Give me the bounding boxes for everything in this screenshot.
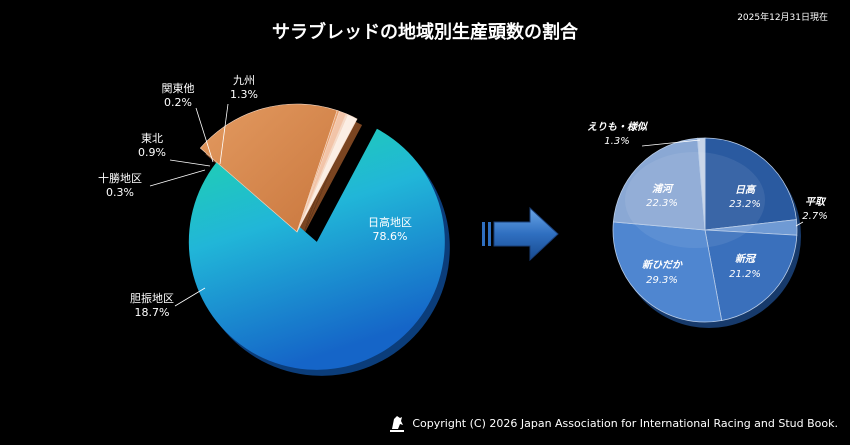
small-slice-value-2: 21.2% <box>729 269 761 280</box>
big-leader-line-5 <box>219 103 229 165</box>
big-pie-slice-shadow-5 <box>302 120 363 238</box>
small-slice-label-0: 日高 <box>735 184 757 196</box>
date-note: 2025年12月31日現在 <box>737 13 828 23</box>
chart-title: サラブレッドの地域別生産頭数の割合 <box>272 22 578 43</box>
copyright-footer: Copyright (C) 2026 Japan Association for… <box>388 413 838 433</box>
small-pie-slice-0 <box>704 137 797 231</box>
small-pie-gloss <box>625 152 765 248</box>
big-slice-value-4: 0.2% <box>164 96 192 109</box>
small-slice-value-1: 2.7% <box>802 211 827 222</box>
small-pie-slice-4 <box>612 137 706 231</box>
big-slice-value-0: 78.6% <box>373 230 408 243</box>
big-leader-line-4 <box>195 107 214 163</box>
big-slice-label-4: 関東他 <box>162 82 195 95</box>
small-slice-value-5: 1.3% <box>604 136 629 147</box>
big-leader-line-2 <box>149 169 206 187</box>
small-slice-value-3: 29.3% <box>646 275 678 286</box>
small-pie-slice-3 <box>612 221 723 323</box>
small-leader-line-1 <box>795 221 804 227</box>
big-slice-value-2: 0.3% <box>106 186 134 199</box>
small-slice-label-5: えりも・様似 <box>587 121 648 133</box>
transition-arrow <box>482 206 559 262</box>
small-slice-value-0: 23.2% <box>729 199 761 210</box>
big-slice-label-2: 十勝地区 <box>98 171 142 185</box>
big-leader-line-3 <box>169 159 211 167</box>
big-slice-label-0: 日高地区 <box>368 215 412 229</box>
copyright-text: Copyright (C) 2026 Japan Association for… <box>412 416 838 430</box>
big-slice-value-3: 0.9% <box>138 146 166 159</box>
big-pie-slice-1 <box>199 103 338 233</box>
small-slice-label-3: 新ひだか <box>642 259 683 271</box>
big-slice-value-5: 1.3% <box>230 88 258 101</box>
big-slice-label-5: 九州 <box>233 74 255 87</box>
big-slice-label-3: 東北 <box>141 132 163 145</box>
small-slice-label-2: 新冠 <box>735 253 757 265</box>
big-pie-slice-5 <box>296 114 358 233</box>
small-pie-slice-2 <box>704 229 798 321</box>
small-slice-label-4: 浦河 <box>652 183 674 195</box>
big-slice-value-1: 18.7% <box>135 306 170 319</box>
small-slice-value-4: 22.3% <box>646 198 678 209</box>
small-pie-slice-5 <box>697 137 706 231</box>
big-leader-line-1 <box>174 287 206 307</box>
small-leader-line-5 <box>641 139 701 147</box>
small-slice-label-1: 平取 <box>805 196 827 208</box>
jairs-logo-icon <box>390 416 405 432</box>
big-slice-label-1: 胆振地区 <box>130 291 174 305</box>
